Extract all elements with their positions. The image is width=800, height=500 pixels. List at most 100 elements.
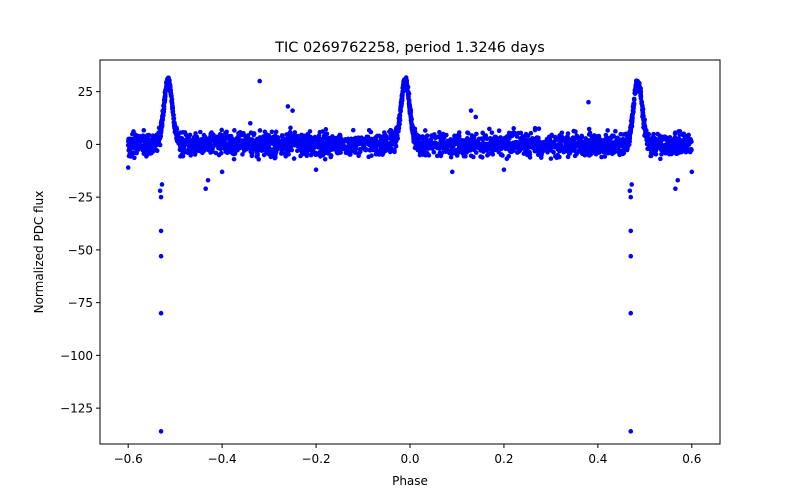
data-point: [286, 152, 291, 157]
data-point: [527, 138, 532, 144]
peak-data-point: [395, 125, 401, 131]
plot-area: [99, 59, 721, 445]
x-axis-label: Phase: [392, 474, 428, 488]
data-point: [652, 139, 657, 145]
data-point: [366, 154, 372, 160]
data-point: [490, 152, 496, 157]
data-point: [222, 133, 227, 139]
peak-data-point: [632, 90, 638, 95]
data-point: [506, 146, 511, 152]
data-point: [432, 144, 438, 149]
data-point: [423, 152, 428, 158]
data-point: [658, 156, 663, 162]
outlier-data-point: [628, 429, 634, 434]
data-point: [567, 145, 572, 150]
data-point: [473, 150, 479, 155]
data-point: [141, 143, 147, 149]
data-point: [512, 130, 518, 136]
data-point: [685, 146, 690, 151]
outlier-data-point: [501, 167, 507, 173]
data-point: [147, 145, 152, 151]
data-point: [140, 147, 146, 153]
data-point: [431, 132, 437, 138]
peak-data-point: [170, 106, 175, 112]
data-point: [269, 141, 275, 146]
data-point: [187, 150, 193, 155]
data-point: [688, 148, 694, 153]
data-point: [499, 142, 505, 148]
peak-data-point: [156, 139, 162, 145]
data-point: [549, 132, 555, 138]
data-point: [555, 145, 561, 150]
data-point: [667, 150, 672, 156]
data-point: [588, 143, 594, 148]
data-point: [323, 150, 328, 156]
data-point: [559, 130, 565, 136]
data-point: [317, 149, 323, 155]
outlier-data-point: [473, 114, 479, 120]
data-point: [487, 126, 492, 132]
data-point: [422, 128, 428, 133]
peak-data-point: [643, 128, 648, 134]
peak-data-point: [633, 85, 638, 91]
data-point: [126, 153, 132, 159]
data-point: [347, 152, 352, 157]
y-tick-label: −125: [60, 402, 93, 416]
data-point: [548, 156, 554, 161]
data-point: [548, 148, 554, 153]
data-point: [350, 127, 356, 133]
x-tick-label: 0.2: [494, 452, 513, 466]
data-point: [216, 144, 221, 149]
data-point: [245, 139, 250, 145]
data-point: [284, 137, 290, 143]
y-tick-label: −25: [68, 191, 93, 205]
data-point: [131, 129, 136, 134]
data-point: [178, 147, 183, 152]
data-point: [586, 126, 592, 132]
data-point: [263, 137, 269, 143]
data-point: [363, 139, 369, 145]
data-point: [599, 154, 604, 160]
data-point: [468, 153, 474, 159]
data-point: [503, 137, 508, 143]
data-point: [270, 136, 275, 141]
data-point: [191, 135, 197, 140]
outlier-data-point: [290, 108, 295, 113]
data-point: [480, 136, 486, 142]
data-point: [435, 134, 441, 140]
peak-data-point: [409, 123, 415, 128]
data-point: [369, 144, 374, 150]
data-point: [559, 134, 565, 140]
data-point: [488, 141, 494, 147]
peak-data-point: [161, 108, 166, 114]
data-point: [139, 135, 145, 141]
data-point: [657, 136, 663, 142]
data-point: [428, 137, 434, 142]
data-point: [379, 145, 385, 151]
data-point: [151, 146, 156, 152]
peak-data-point: [643, 132, 648, 138]
data-point: [272, 133, 278, 138]
data-point: [648, 150, 654, 155]
data-point: [230, 137, 236, 142]
data-point: [527, 155, 533, 160]
outlier-data-point: [125, 165, 131, 170]
data-point: [663, 151, 668, 156]
outlier-data-point: [627, 188, 633, 194]
data-point: [518, 136, 524, 142]
data-point: [347, 146, 353, 152]
outlier-data-point: [159, 182, 165, 187]
data-point: [444, 144, 450, 150]
data-point: [555, 152, 560, 158]
data-point: [307, 142, 313, 147]
data-point: [314, 152, 320, 157]
peak-data-point: [156, 134, 161, 140]
data-point: [475, 139, 481, 144]
data-point: [222, 141, 228, 147]
data-point: [611, 141, 616, 147]
x-tick-label: −0.4: [208, 452, 237, 466]
data-point: [290, 140, 296, 145]
data-point: [251, 131, 257, 137]
data-point: [375, 133, 380, 139]
data-point: [616, 149, 621, 155]
